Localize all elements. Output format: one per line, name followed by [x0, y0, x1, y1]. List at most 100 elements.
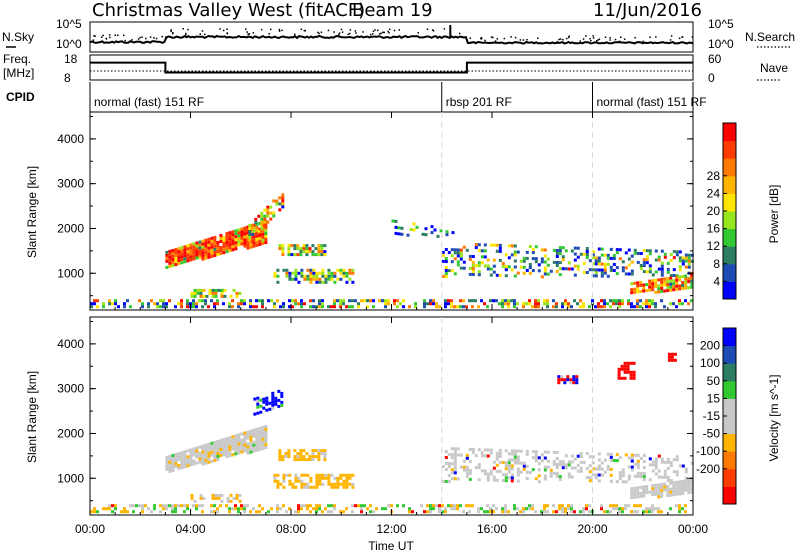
range-gate-cell [669, 481, 673, 485]
range-gate-cell [311, 458, 315, 462]
range-gate-cell [297, 510, 300, 514]
range-gate-cell [177, 250, 181, 254]
range-gate-cell [345, 482, 349, 486]
range-gate-cell [543, 477, 547, 481]
range-gate-cell [648, 299, 651, 303]
range-gate-cell [290, 253, 294, 257]
range-gate-cell [186, 259, 190, 263]
range-gate-cell [195, 446, 199, 450]
range-gate-cell [144, 504, 147, 508]
range-gate-cell [525, 449, 529, 453]
range-gate-cell [249, 435, 253, 439]
range-gate-cell [615, 251, 619, 255]
range-gate-cell [222, 245, 226, 249]
range-gate-cell [174, 257, 178, 261]
range-gate-cell [243, 302, 246, 306]
range-gate-cell [252, 305, 255, 309]
beam-label: Beam 19 [352, 0, 433, 21]
range-gate-cell [504, 510, 507, 514]
range-gate-cell [681, 302, 684, 306]
range-gate-cell [171, 460, 175, 463]
range-gate-cell [483, 264, 487, 268]
range-gate-cell [249, 305, 252, 309]
range-gate-cell [690, 487, 694, 491]
range-gate-cell [612, 299, 615, 303]
range-gate-cell [90, 302, 93, 306]
range-gate-cell [183, 245, 187, 249]
range-gate-cell [612, 507, 615, 511]
range-gate-cell [294, 274, 298, 278]
range-gate-cell [168, 249, 172, 253]
colorbar-swatch [723, 380, 736, 399]
range-gate-cell [345, 485, 349, 489]
noise-dot [480, 37, 482, 40]
range-gate-cell [327, 271, 331, 275]
range-gate-cell [171, 466, 175, 469]
range-gate-cell [660, 289, 664, 293]
range-gate-cell [444, 275, 448, 278]
range-gate-cell [260, 211, 264, 215]
range-gate-cell [690, 490, 694, 494]
range-gate-cell [192, 462, 196, 466]
range-gate-cell [570, 504, 573, 508]
range-gate-cell [225, 244, 229, 248]
range-gate-cell [228, 231, 232, 235]
range-gate-cell [252, 443, 256, 447]
range-gate-cell [281, 458, 285, 462]
range-gate-cell [546, 263, 550, 267]
range-gate-cell [617, 370, 621, 374]
range-gate-cell [630, 305, 633, 309]
range-gate-cell [522, 265, 526, 269]
range-gate-cell [648, 249, 652, 253]
range-gate-cell [311, 455, 315, 459]
range-gate-cell [546, 302, 549, 306]
range-gate-cell [171, 264, 175, 267]
range-gate-cell [330, 305, 333, 309]
range-gate-cell [432, 504, 435, 508]
range-gate-cell [687, 302, 690, 306]
range-gate-cell [654, 270, 658, 274]
range-gate-cell [597, 458, 601, 462]
range-gate-cell [543, 510, 546, 514]
range-gate-cell [297, 271, 301, 275]
y-tick-label: 4000 [57, 132, 84, 146]
x-tick-label: 12:00 [376, 522, 406, 536]
range-gate-cell [471, 305, 474, 309]
freq-label-line1: Freq. [3, 52, 31, 66]
range-gate-cell [666, 466, 670, 470]
range-gate-cell [204, 446, 208, 450]
range-gate-cell [534, 260, 538, 264]
range-gate-cell [453, 456, 457, 460]
range-gate-cell [504, 479, 508, 483]
range-gate-cell [570, 510, 573, 514]
range-gate-cell [621, 468, 625, 472]
range-gate-cell [189, 448, 193, 452]
range-gate-cell [198, 240, 202, 244]
range-gate-cell [447, 474, 451, 478]
range-gate-cell [219, 240, 223, 243]
range-gate-cell [192, 450, 196, 454]
range-gate-cell [618, 257, 622, 261]
range-gate-cell [561, 305, 564, 309]
range-gate-cell [321, 268, 325, 272]
range-gate-cell [312, 277, 316, 281]
range-gate-cell [357, 302, 360, 306]
range-gate-cell [96, 510, 99, 514]
noise-dot [294, 33, 296, 36]
range-gate-cell [675, 455, 679, 459]
range-gate-cell [261, 302, 264, 306]
range-gate-cell [303, 482, 307, 486]
range-gate-cell [294, 299, 297, 303]
range-gate-cell [243, 434, 247, 438]
range-gate-cell [276, 299, 279, 303]
range-gate-cell [234, 238, 238, 242]
range-gate-cell [675, 253, 679, 257]
noise-dot [304, 30, 306, 32]
range-gate-cell [666, 478, 670, 482]
range-gate-cell [492, 475, 496, 479]
range-gate-cell [255, 225, 259, 229]
range-gate-cell [630, 254, 634, 258]
range-gate-cell [276, 510, 279, 514]
range-gate-cell [439, 229, 443, 233]
range-gate-cell [177, 262, 181, 266]
